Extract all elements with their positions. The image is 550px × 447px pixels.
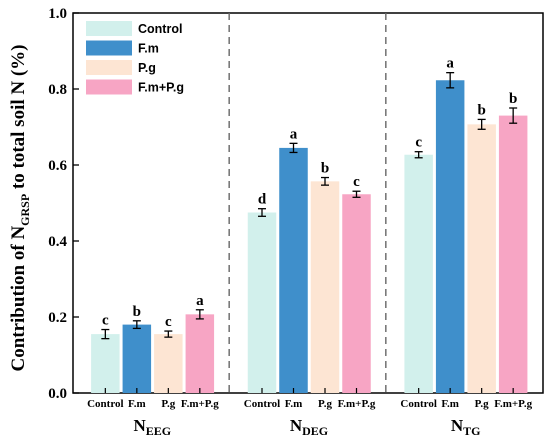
bar — [279, 147, 308, 393]
x-tick-label: F.m — [128, 398, 146, 410]
plot-frame — [72, 12, 544, 394]
y-tick-label: 1.0 — [48, 6, 67, 22]
y-axis-label-prefix: Contribution of N — [8, 226, 29, 372]
y-tick-label: 0.0 — [48, 386, 67, 402]
y-tick-label: 0.2 — [48, 310, 67, 326]
bar — [404, 154, 433, 393]
legend-swatch — [86, 79, 132, 95]
x-tick-label: Control — [400, 398, 436, 410]
x-tick-label: Control — [244, 398, 280, 410]
legend-swatch — [86, 21, 132, 36]
y-tick-label: 0.4 — [48, 234, 67, 250]
y-axis-label-suffix: to total soil N (%) — [8, 44, 29, 193]
significance-letter: b — [133, 304, 141, 320]
significance-letter: b — [321, 161, 329, 177]
x-tick-label: F.m — [441, 398, 459, 410]
bar — [185, 314, 215, 393]
legend-swatch — [86, 40, 132, 56]
significance-letter: a — [446, 56, 454, 72]
bar — [498, 115, 528, 393]
significance-letter: c — [102, 313, 109, 329]
x-tick-label: F.m+P.g — [494, 398, 532, 410]
bar — [310, 181, 340, 393]
significance-letter: b — [509, 91, 517, 107]
significance-letter: c — [165, 314, 172, 330]
bar — [122, 324, 152, 393]
significance-letter: c — [353, 174, 360, 190]
legend-label: Control — [138, 22, 182, 36]
bar — [247, 212, 277, 393]
svg-text:Contribution of NGRSP to total: Contribution of NGRSP to total soil N (%… — [8, 44, 32, 371]
x-tick-label: Control — [87, 398, 123, 410]
y-axis-label: Contribution of NGRSP to total soil N (%… — [8, 44, 32, 371]
group-label: NEEG — [134, 416, 172, 438]
x-tick-label: P.g — [475, 398, 489, 410]
x-tick-label: F.m+P.g — [338, 398, 376, 410]
legend-label: F.m+P.g — [138, 81, 184, 95]
bar — [154, 334, 183, 393]
x-tick-label: P.g — [318, 398, 332, 410]
x-tick-label: P.g — [161, 398, 175, 410]
legend-label: F.m — [138, 42, 159, 56]
significance-letter: d — [258, 192, 267, 208]
y-tick-label: 0.6 — [48, 158, 67, 174]
significance-letter: b — [477, 102, 485, 118]
bar — [91, 334, 120, 393]
significance-letter: a — [290, 126, 298, 142]
y-tick-label: 0.8 — [48, 82, 67, 98]
significance-letter: a — [196, 293, 204, 309]
bar — [467, 124, 496, 393]
group-label: NDEG — [290, 416, 328, 438]
y-axis-label-subscript: GRSP — [18, 194, 32, 226]
group-label: NTG — [451, 416, 481, 438]
legend-label: P.g — [138, 61, 156, 75]
bar — [342, 194, 371, 393]
bar — [435, 80, 465, 393]
x-tick-label: F.m — [285, 398, 303, 410]
x-tick-label: F.m+P.g — [181, 398, 219, 410]
legend-swatch — [86, 60, 132, 75]
significance-letter: c — [415, 135, 422, 151]
